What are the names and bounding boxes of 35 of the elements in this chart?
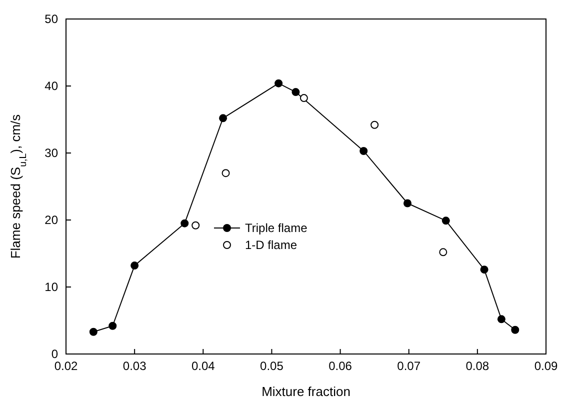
- point: [360, 146, 368, 155]
- point: [300, 94, 308, 102]
- point: [497, 315, 506, 324]
- point: [292, 88, 300, 96]
- y-tick-label: 20: [44, 213, 58, 227]
- legend-label: Triple flame: [245, 221, 308, 235]
- x-tick-label: 0.07: [397, 359, 421, 373]
- x-axis-title: Mixture fraction: [262, 384, 350, 399]
- point: [511, 326, 520, 334]
- point: [274, 79, 283, 88]
- x-tick-label: 0.04: [191, 359, 216, 373]
- point: [219, 114, 228, 122]
- point: [89, 328, 98, 336]
- y-tick-label: 10: [44, 280, 58, 294]
- y-tick-label: 0: [51, 347, 58, 361]
- x-tick-label: 0.09: [534, 359, 558, 373]
- point: [439, 248, 448, 256]
- y-tick-label: 40: [44, 79, 58, 93]
- legend-label: 1-D flame: [245, 238, 298, 252]
- y-tick-label: 30: [44, 146, 58, 160]
- x-tick-label: 0.05: [260, 359, 284, 373]
- point: [370, 120, 379, 129]
- point: [180, 219, 189, 228]
- x-tick-label: 0.06: [328, 359, 352, 373]
- x-tick-label: 0.08: [466, 359, 490, 373]
- point: [108, 322, 117, 330]
- point: [442, 216, 450, 225]
- y-tick-label: 50: [44, 12, 58, 26]
- x-tick-label: 0.03: [122, 359, 147, 373]
- point: [192, 221, 200, 230]
- x-tick-label: 0.02: [54, 359, 78, 373]
- point: [403, 199, 412, 208]
- point: [222, 169, 230, 178]
- point: [130, 262, 139, 270]
- point: [480, 266, 488, 274]
